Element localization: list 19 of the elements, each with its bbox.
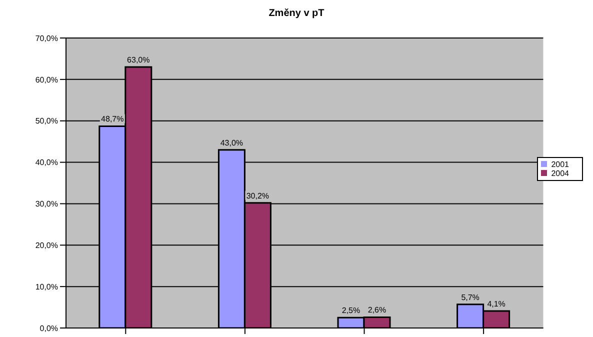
data-label: 63,0% [127, 56, 150, 64]
y-tick-label: 0,0% [40, 324, 58, 333]
y-tick-label: 10,0% [35, 282, 58, 292]
y-tick-label: 40,0% [35, 158, 58, 168]
y-tick-label: 50,0% [35, 116, 58, 126]
data-label: 43,0% [220, 138, 244, 148]
data-label: 2,6% [368, 306, 386, 315]
data-label: 5,7% [461, 292, 480, 302]
y-tick-label: 60,0% [35, 75, 58, 84]
data-label: 30,2% [246, 191, 270, 200]
legend-label: 2004 [551, 168, 569, 178]
chart-title: Změny v pT [268, 8, 326, 19]
data-label: 2,5% [342, 306, 360, 316]
y-tick-label: 30,0% [35, 200, 58, 209]
y-tick-label: 20,0% [35, 240, 58, 250]
legend-label: 2001 [551, 160, 569, 168]
y-tick-label: 70,0% [35, 34, 58, 43]
data-label: 4,1% [487, 300, 506, 309]
data-label: 48,7% [101, 114, 124, 124]
